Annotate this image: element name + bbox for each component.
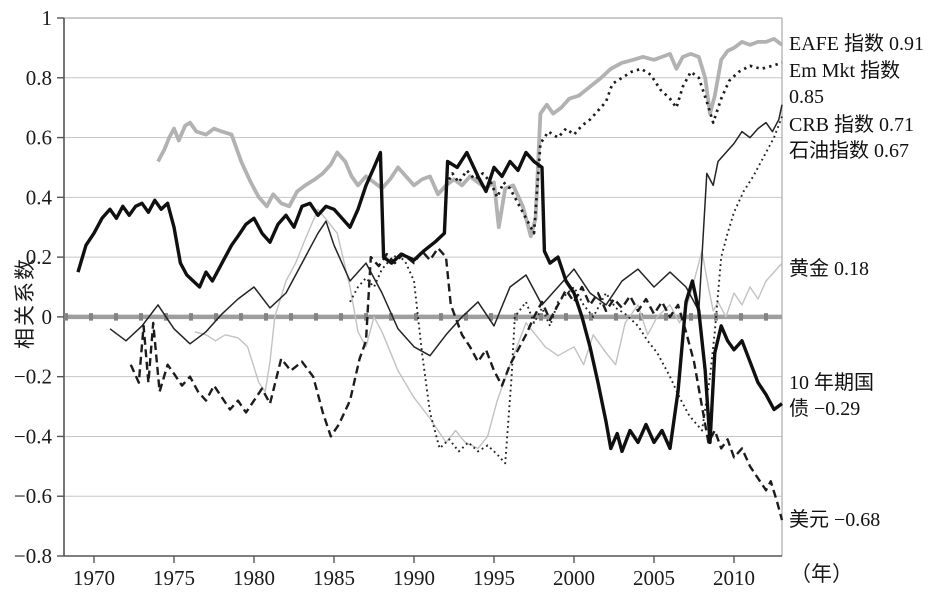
- x-tick-label: 2000: [553, 566, 595, 590]
- y-tick-label: 0.4: [26, 185, 53, 209]
- series-label-treasury: 10 年期国债 −0.29: [789, 372, 874, 421]
- x-tick-label: 1990: [393, 566, 435, 590]
- y-tick-label: 0: [42, 305, 53, 329]
- x-tick-label: 1980: [233, 566, 275, 590]
- y-tick-label: 0.2: [26, 245, 52, 269]
- series-label-gold: 黄金 0.18: [789, 258, 869, 280]
- x-tick-label: 1985: [313, 566, 355, 590]
- series-label-oil: 石油指数 0.67: [789, 140, 909, 162]
- x-tick-label: 2010: [713, 566, 755, 590]
- y-tick-label: −0.6: [14, 484, 52, 508]
- series-line-treasury: [76, 150, 784, 454]
- series-label-eafe: EAFE 指数 0.91: [789, 33, 924, 55]
- x-tick-label: 1975: [153, 566, 195, 590]
- series-line-eafe: [156, 37, 784, 239]
- y-tick-label: −0.8: [14, 544, 52, 568]
- y-tick-label: 0.6: [26, 126, 52, 150]
- x-tick-label: 1970: [73, 566, 115, 590]
- series-label-emmkt: Em Mkt 指数 0.85: [789, 60, 901, 109]
- x-axis-unit-label: （年）: [790, 562, 853, 586]
- series-line-emmkt: [444, 61, 783, 235]
- x-tick-label: 2005: [633, 566, 675, 590]
- series-line-dollar: [129, 246, 784, 521]
- y-tick-label: 1: [42, 6, 53, 30]
- series-line-crb: [109, 104, 783, 357]
- series-line-gold: [194, 208, 783, 450]
- y-tick-label: 0.8: [26, 66, 52, 90]
- series-annotations: EAFE 指数 0.91 Em Mkt 指数 0.85 CRB 指数 0.71 石油指…: [789, 0, 939, 595]
- series-label-dollar: 美元 −0.68: [789, 509, 881, 531]
- series-label-crb: CRB 指数 0.71: [789, 114, 915, 136]
- y-tick-label: −0.4: [14, 424, 53, 448]
- y-tick-label: −0.2: [14, 365, 52, 389]
- x-tick-label: 1995: [473, 566, 515, 590]
- y-axis-title: 相关系数: [13, 257, 37, 349]
- series-line-oil: [349, 116, 783, 465]
